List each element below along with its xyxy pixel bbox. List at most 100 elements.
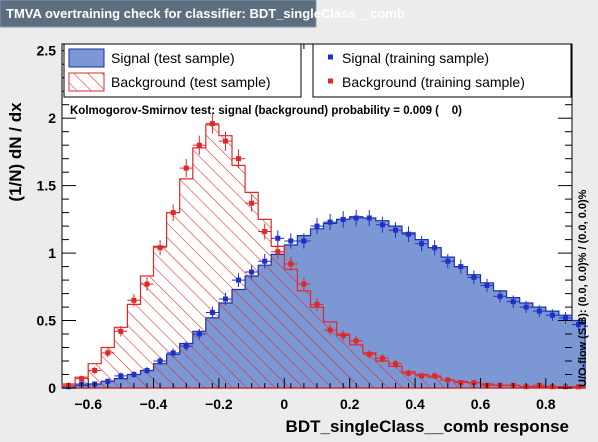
signal-train-point — [519, 301, 533, 314]
background-test-bin — [362, 352, 377, 388]
legend-background-train-label: Background (training sample) — [342, 74, 525, 90]
background-train-point — [428, 372, 442, 379]
background-train-point — [114, 326, 128, 337]
background-test-bin — [140, 276, 154, 388]
legend-signal-train-label: Signal (training sample) — [342, 50, 489, 66]
signal-train-point — [349, 209, 363, 227]
background-train-point — [205, 113, 219, 134]
signal-test-bin — [375, 220, 390, 388]
signal-train-point — [572, 319, 586, 331]
background-train-point — [218, 131, 232, 151]
x-tick-label: −0.4 — [140, 396, 168, 412]
signal-train-point — [114, 372, 128, 379]
background-test-bin — [310, 307, 324, 388]
background-test-bin — [205, 124, 220, 389]
legend-signal-train-marker — [328, 54, 333, 60]
background-train-point — [284, 256, 298, 272]
title-bar — [0, 0, 317, 28]
background-train-point — [441, 377, 455, 383]
background-train-point — [75, 375, 89, 382]
background-test-bin — [271, 246, 285, 388]
signal-train-point — [192, 328, 206, 340]
signal-train-point — [402, 226, 416, 242]
signal-test-bin — [506, 297, 520, 388]
signal-train-point — [205, 306, 219, 319]
legend-background-test-swatch — [68, 72, 105, 92]
background-train-point — [101, 348, 115, 358]
legend-background-train-marker — [328, 78, 333, 84]
signal-test-bin — [428, 247, 442, 388]
x-tick-label: −0.6 — [74, 396, 102, 412]
signal-test-bin — [454, 266, 468, 388]
signal-train-point — [467, 270, 481, 285]
signal-test-bin — [362, 218, 377, 388]
background-train-point — [375, 354, 389, 363]
signal-train-point — [545, 309, 559, 321]
background-test-bin — [101, 347, 115, 388]
signal-train-point — [245, 265, 259, 279]
background-train-point — [336, 330, 350, 341]
background-train-point — [192, 135, 206, 155]
background-train-point — [232, 149, 246, 168]
background-train-point — [362, 349, 376, 359]
background-test-bin — [245, 192, 259, 388]
x-axis-title: BDT_singleClass__comb response — [286, 417, 569, 436]
signal-test-bin — [415, 239, 429, 388]
background-train-point — [127, 294, 141, 307]
signal-train-point — [271, 230, 285, 246]
signal-test-bin — [467, 274, 481, 388]
signal-train-point — [127, 371, 141, 378]
background-train-point — [415, 372, 429, 379]
background-test-bin — [336, 334, 350, 388]
background-test-bin — [127, 304, 141, 388]
background-test-bin — [297, 290, 311, 388]
background-test-bin — [88, 363, 102, 388]
signal-test-bin — [480, 282, 494, 388]
signal-train-point — [323, 214, 337, 231]
signal-train-point — [388, 222, 402, 239]
background-test-bin — [114, 327, 128, 388]
signal-train-point — [232, 273, 246, 287]
axes-layer: −0.6 −0.4 −0.2 0 0.2 0.4 0.6 0.8 0 0.5 1 1.5 2 2.5 — [37, 43, 572, 412]
background-test-bin — [258, 219, 272, 388]
background-train-point — [153, 240, 167, 256]
signal-train-point — [297, 233, 311, 249]
signal-test-bin — [388, 226, 403, 388]
background-train-point — [166, 204, 180, 221]
overflow-label: U/O-flow (S,B): (0.0, 0.0)% / (0.0, 0.0)… — [577, 189, 589, 387]
signal-test-bin — [519, 303, 534, 388]
x-tick-label: 0.6 — [471, 396, 491, 412]
signal-train-point — [493, 289, 507, 303]
signal-train-point — [532, 305, 546, 317]
signal-train-point — [428, 240, 442, 256]
signal-test-bin — [441, 257, 455, 388]
legend-background-test-label: Background (test sample) — [111, 74, 271, 90]
background-train-point — [388, 359, 402, 368]
background-train-point — [245, 194, 259, 212]
y-tick-label: 0 — [48, 380, 56, 396]
signal-train-point — [166, 348, 180, 358]
signal-train-point — [375, 216, 389, 233]
x-tick-label: 0.2 — [340, 396, 360, 412]
ks-test-annotation: Kolmogorov-Smirnov test: signal (backgro… — [70, 105, 462, 117]
signal-test-bin — [493, 290, 507, 388]
y-tick-label: 2 — [48, 110, 56, 126]
y-tick-label: 2.5 — [37, 43, 57, 59]
background-test-bin — [428, 377, 442, 388]
background-test-bin — [349, 344, 364, 388]
signal-train-point — [480, 278, 494, 293]
window-title: TMVA overtraining check for classifier: … — [6, 6, 405, 21]
legend-signal-test-label: Signal (test sample) — [111, 50, 235, 66]
y-tick-label: 0.5 — [37, 313, 57, 329]
background-test-bin — [179, 178, 194, 388]
signal-train-point — [415, 236, 429, 252]
background-test-bin — [192, 147, 207, 388]
background-train-point — [140, 277, 154, 291]
background-train-point — [271, 244, 285, 260]
signal-train-point — [454, 259, 468, 274]
x-tick-label: 0.4 — [405, 396, 425, 412]
background-train-point — [179, 159, 193, 178]
background-test-bin — [218, 135, 233, 388]
signal-train-point — [218, 292, 232, 306]
x-tick-label: 0.8 — [536, 396, 556, 412]
